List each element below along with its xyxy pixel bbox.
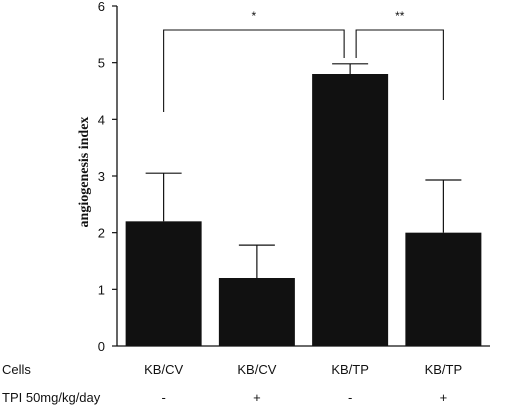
bars [125, 74, 482, 346]
y-axis-label: angiogenesis index [77, 117, 92, 228]
x-tick-label: KB/TP [331, 362, 369, 377]
significance-brackets: * ** [163, 9, 444, 112]
error-bars [145, 63, 462, 278]
x-tick-label: KB/CV [144, 362, 183, 377]
treatment-value: - [348, 390, 352, 405]
bar [405, 232, 482, 346]
x-tick-label: KB/TP [425, 362, 463, 377]
bar [312, 74, 389, 346]
y-tick-label: 6 [98, 0, 105, 14]
significance-bracket [163, 29, 345, 112]
bar [218, 278, 295, 346]
y-tick-label: 5 [98, 56, 105, 71]
significance-label: * [252, 9, 257, 23]
y-tick-label: 1 [98, 282, 105, 297]
treatment-value: - [161, 390, 165, 405]
x-tick-label: KB/CV [237, 362, 276, 377]
tpi-row-label: TPI 50mg/kg/day [2, 390, 101, 405]
treatment-value: + [440, 390, 448, 405]
y-tick-label: 2 [98, 226, 105, 241]
cells-row-label: Cells [2, 362, 31, 377]
y-tick-label: 4 [98, 112, 105, 127]
bar [125, 221, 202, 346]
significance-bracket [355, 29, 444, 100]
y-tick-label: 0 [98, 339, 105, 354]
y-tick-label: 3 [98, 169, 105, 184]
y-axis-ticks: 0 1 2 3 4 5 6 [98, 0, 117, 354]
category-table: Cells KB/CV KB/CV KB/TP KB/TP TPI 50mg/kg/day… [2, 362, 462, 405]
significance-label: ** [395, 9, 405, 23]
treatment-value: + [253, 390, 261, 405]
